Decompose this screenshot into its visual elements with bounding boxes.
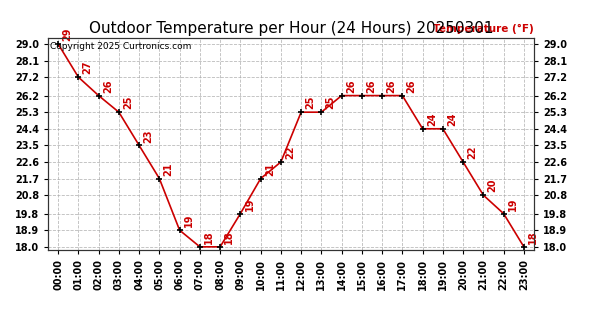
- Text: 22: 22: [467, 146, 477, 159]
- Text: 26: 26: [386, 79, 396, 93]
- Text: 19: 19: [508, 197, 518, 211]
- Text: 29: 29: [62, 28, 72, 41]
- Text: 24: 24: [447, 113, 457, 126]
- Text: 22: 22: [285, 146, 295, 159]
- Text: 26: 26: [366, 79, 376, 93]
- Text: 20: 20: [488, 179, 497, 192]
- Title: Outdoor Temperature per Hour (24 Hours) 20250301: Outdoor Temperature per Hour (24 Hours) …: [89, 21, 493, 36]
- Text: 21: 21: [265, 162, 275, 176]
- Text: 25: 25: [123, 96, 133, 109]
- Text: 18: 18: [528, 230, 538, 244]
- Text: 26: 26: [346, 79, 356, 93]
- Text: 24: 24: [427, 113, 437, 126]
- Text: 19: 19: [245, 197, 254, 211]
- Text: 23: 23: [143, 129, 153, 143]
- Text: Copyright 2025 Curtronics.com: Copyright 2025 Curtronics.com: [50, 42, 192, 51]
- Text: 26: 26: [103, 79, 113, 93]
- Text: 21: 21: [164, 162, 173, 176]
- Text: 25: 25: [326, 96, 335, 109]
- Text: 26: 26: [407, 79, 416, 93]
- Text: 19: 19: [184, 214, 194, 228]
- Text: 25: 25: [305, 96, 315, 109]
- Text: Temperature (°F): Temperature (°F): [433, 24, 534, 34]
- Text: 18: 18: [224, 230, 234, 244]
- Text: 27: 27: [83, 61, 92, 74]
- Text: 18: 18: [204, 230, 214, 244]
